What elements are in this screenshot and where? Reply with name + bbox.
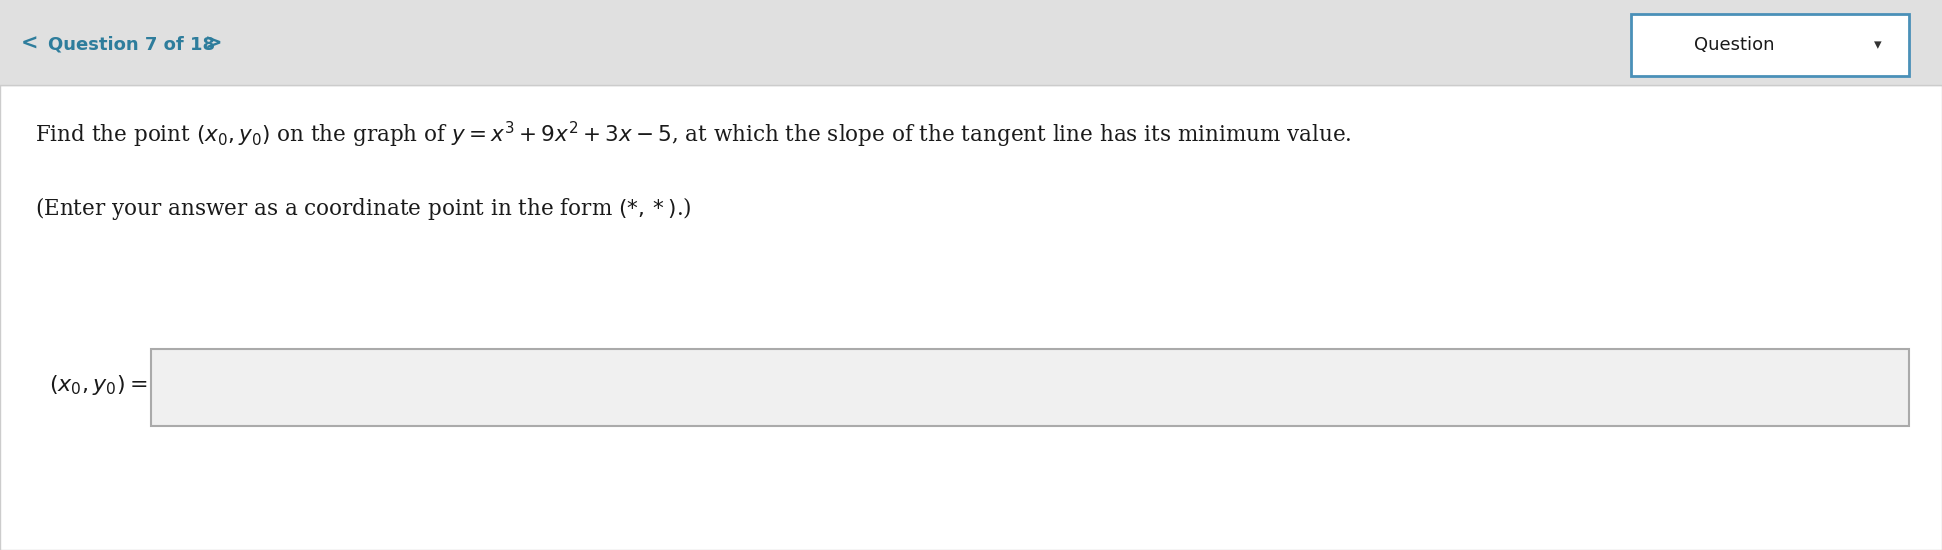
Text: $(x_0, y_0) =$: $(x_0, y_0) =$ [49,373,148,397]
Text: >: > [204,34,223,54]
Text: (Enter your answer as a coordinate point in the form $(*, *)$.): (Enter your answer as a coordinate point… [35,195,691,223]
Text: ▾: ▾ [1874,37,1882,53]
Text: <: < [19,34,39,54]
Text: Question: Question [1693,36,1775,54]
Text: Find the point $(x_0, y_0)$ on the graph of $y = x^3 + 9x^2 + 3x - 5$, at which : Find the point $(x_0, y_0)$ on the graph… [35,120,1352,150]
Bar [0,85,1942,550]
Bar [0,0,1942,85]
Bar [1631,14,1909,76]
Text: Question 7 of 18: Question 7 of 18 [49,35,216,53]
Bar [151,349,1909,426]
